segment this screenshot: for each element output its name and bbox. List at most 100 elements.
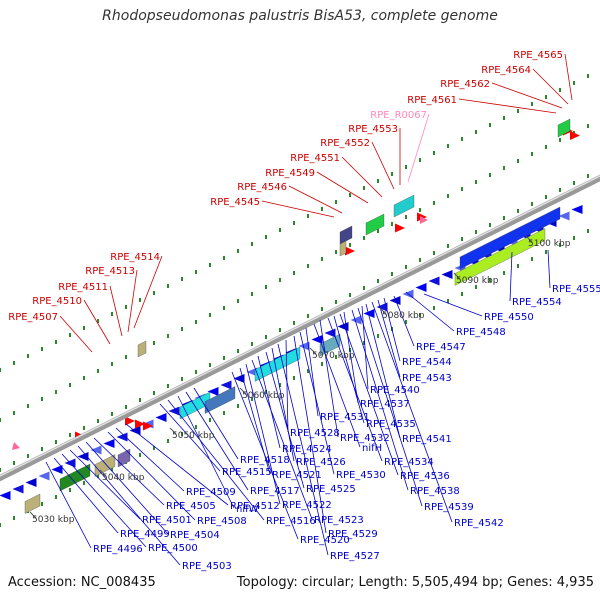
guide-dot (97, 474, 99, 478)
leader-line (107, 431, 196, 521)
guide-dot (335, 200, 337, 204)
gene-label: RPE_4532 (340, 433, 390, 444)
guide-dot (265, 390, 267, 394)
leader-line (407, 113, 430, 183)
leader-line (125, 423, 229, 506)
forward-gene-block (339, 240, 347, 257)
reverse-gene (376, 302, 388, 312)
gene-label: RPE_4507 (8, 312, 58, 323)
guide-dot (41, 502, 43, 506)
gene-label: RPE_4523 (314, 515, 364, 526)
guide-dot (97, 319, 99, 323)
forward-gene-block (557, 118, 571, 138)
reverse-gene (38, 471, 50, 481)
kbp-label: 5050 kbp (172, 431, 215, 441)
kbp-tick (239, 387, 247, 395)
guide-dot (209, 313, 211, 317)
rna-gene (12, 442, 20, 450)
leader-line (127, 269, 138, 333)
leader-line (365, 303, 401, 439)
leader-line (351, 309, 409, 491)
guide-dot (251, 242, 253, 246)
reverse-gene (207, 387, 219, 396)
guide-dot (237, 349, 239, 353)
guide-dot (559, 243, 561, 247)
guide-dot (125, 305, 127, 309)
gene-label: RPE_4564 (481, 65, 531, 76)
guide-dot (223, 356, 225, 360)
gene-label: nifH (362, 443, 382, 454)
leader-line (393, 295, 415, 347)
guide-dot (545, 145, 547, 149)
guide-dot (559, 88, 561, 92)
gene-label: RPE_4514 (110, 252, 160, 263)
guide-dot (587, 124, 589, 128)
kbp-tick (453, 272, 461, 280)
gene-label: RPE_4561 (407, 95, 457, 106)
guide-dot (377, 334, 379, 338)
guide-dot (349, 243, 351, 247)
guide-dot (587, 229, 589, 233)
forward-gene-block (137, 340, 147, 358)
guide-dot (83, 326, 85, 330)
guide-dot (321, 207, 323, 211)
reverse-gene (51, 465, 63, 474)
leader-line (277, 343, 329, 556)
reverse-gene-block (204, 386, 236, 414)
guide-dot (447, 244, 449, 248)
guide-dot (475, 230, 477, 234)
guide-dot (531, 202, 533, 206)
leader-line (239, 367, 271, 475)
guide-dot (167, 439, 169, 443)
gene-label: RPE_4537 (360, 399, 410, 410)
gene-label: RPE_4499 (120, 529, 170, 540)
leader-line (371, 141, 395, 190)
guide-dot (293, 271, 295, 275)
guide-dot (405, 265, 407, 269)
guide-dot (13, 411, 15, 415)
guide-dot (307, 264, 309, 268)
guide-dot (181, 277, 183, 281)
reverse-gene (441, 270, 453, 279)
gene-label: RPE_4546 (237, 182, 287, 193)
guide-dot (111, 362, 113, 366)
guide-dot (279, 278, 281, 282)
gene-label: RPE_4548 (456, 327, 506, 338)
gene-label: RPE_4539 (424, 502, 474, 513)
guide-dot (41, 347, 43, 351)
forward-gene-block (393, 194, 415, 218)
rna-gene (420, 216, 428, 224)
reverse-gene (129, 426, 141, 435)
guide-dot (0, 523, 1, 527)
guide-dot (349, 293, 351, 297)
kbp-tick (525, 235, 533, 243)
reverse-gene (246, 367, 258, 377)
guide-dot (419, 313, 421, 317)
guide-dot (391, 222, 393, 226)
gene-label: RPE_4520 (300, 535, 350, 546)
guide-dot (265, 285, 267, 289)
guide-dot (377, 279, 379, 283)
guide-dot (419, 158, 421, 162)
gene-label: RPE_4528 (290, 428, 340, 439)
gene-label: RPE_4551 (290, 153, 340, 164)
leader-line (85, 441, 169, 535)
guide-dot (377, 179, 379, 183)
guide-dot (55, 440, 57, 444)
leader-line (167, 399, 265, 521)
guide-dot (321, 257, 323, 261)
map-title: Rhodopseudomonas palustris BisA53, compl… (102, 8, 498, 24)
leader-line (115, 427, 185, 492)
guide-dot (363, 186, 365, 190)
guide-dot (545, 95, 547, 99)
gene-label: RPE_4526 (296, 457, 346, 468)
leader-line (491, 82, 563, 109)
forward-gene (395, 223, 405, 233)
genome-backbone (0, 174, 600, 482)
kbp-tick (99, 469, 107, 477)
guide-dot (237, 404, 239, 408)
gene-label: RPE_4552 (320, 138, 370, 149)
guide-dot (83, 481, 85, 485)
leader-line (319, 319, 339, 438)
gene-label: RPE_4501 (142, 515, 192, 526)
